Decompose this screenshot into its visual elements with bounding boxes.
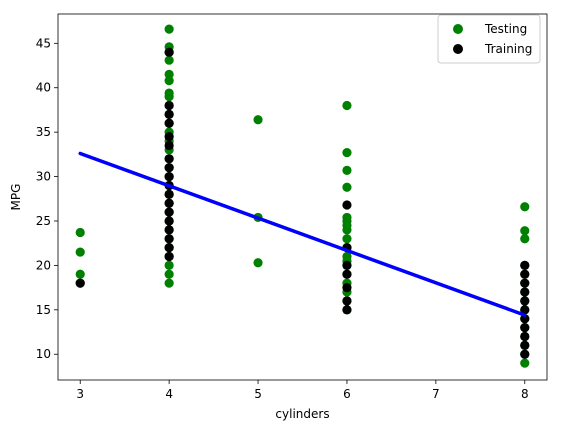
x-tick-label: 6 — [343, 387, 351, 401]
legend-box — [437, 14, 541, 64]
y-tick-label: 40 — [36, 81, 51, 95]
y-tick-label: 15 — [36, 303, 51, 317]
training-point — [75, 278, 85, 288]
y-tick-label: 10 — [36, 347, 51, 361]
legend: Testing Training — [437, 14, 541, 64]
training-point — [164, 109, 174, 119]
training-point — [342, 260, 352, 271]
training-point — [520, 269, 530, 279]
y-tick-label: 25 — [36, 214, 51, 228]
y-tick-label: 35 — [36, 125, 51, 139]
training-point — [520, 340, 530, 350]
training-point — [520, 314, 530, 324]
testing-point — [342, 251, 352, 262]
x-tick-label: 3 — [76, 387, 84, 401]
training-point — [164, 131, 174, 142]
x-axis-label: cylinders — [275, 407, 329, 421]
testing-point — [75, 247, 85, 257]
x-tick-label: 5 — [254, 387, 262, 401]
training-point — [164, 118, 174, 128]
training-point — [342, 305, 352, 315]
testing-point — [342, 212, 352, 223]
training-point — [342, 296, 352, 306]
training-point — [164, 189, 174, 199]
x-tick-label: 4 — [165, 387, 173, 401]
training-point — [520, 349, 530, 359]
training-point — [164, 225, 174, 235]
training-point — [520, 322, 530, 333]
testing-point — [253, 258, 263, 268]
y-axis-label: MPG — [9, 184, 23, 211]
testing-point — [342, 147, 352, 158]
training-point — [520, 278, 530, 288]
testing-point — [520, 234, 530, 244]
data-marks — [75, 24, 530, 368]
training-point — [164, 234, 174, 244]
training-point — [164, 207, 174, 217]
testing-point — [164, 260, 174, 271]
training-point — [164, 198, 174, 208]
testing-point — [164, 269, 174, 279]
testing-point — [520, 358, 530, 368]
testing-point — [520, 226, 530, 236]
training-point — [342, 269, 352, 279]
training-point — [164, 100, 174, 111]
y-tick-label: 20 — [36, 258, 51, 272]
y-tick-label: 30 — [36, 170, 51, 184]
x-tick-label: 8 — [521, 387, 529, 401]
training-point — [164, 140, 174, 151]
testing-point — [342, 100, 352, 111]
plot-area-frame — [57, 13, 548, 381]
testing-point — [164, 55, 174, 65]
training-point — [520, 260, 530, 271]
testing-point — [342, 182, 352, 192]
training-point — [164, 163, 174, 173]
training-point — [520, 296, 530, 306]
y-tick-label: 45 — [36, 36, 51, 50]
training-point — [164, 171, 174, 182]
testing-point — [164, 24, 174, 34]
testing-point — [75, 227, 85, 238]
x-tick-label: 7 — [432, 387, 440, 401]
testing-point — [164, 88, 174, 98]
legend-label-training: Training — [484, 42, 532, 56]
training-point — [164, 251, 174, 262]
legend-marker-training — [453, 44, 463, 54]
training-point — [342, 200, 352, 210]
testing-point — [75, 269, 85, 279]
testing-point — [520, 202, 530, 212]
legend-marker-testing — [453, 24, 463, 34]
training-point — [520, 305, 530, 315]
testing-point — [164, 278, 174, 288]
testing-point — [342, 234, 352, 244]
testing-point — [164, 69, 174, 80]
testing-point — [342, 165, 352, 175]
training-point — [164, 243, 174, 253]
training-point — [164, 154, 174, 164]
legend-label-testing: Testing — [484, 22, 527, 36]
regression-line — [78, 151, 527, 317]
training-point — [164, 47, 174, 57]
training-point — [520, 287, 530, 297]
testing-point — [253, 115, 263, 125]
training-point — [342, 283, 352, 293]
training-point — [164, 216, 174, 226]
training-point — [520, 331, 530, 342]
